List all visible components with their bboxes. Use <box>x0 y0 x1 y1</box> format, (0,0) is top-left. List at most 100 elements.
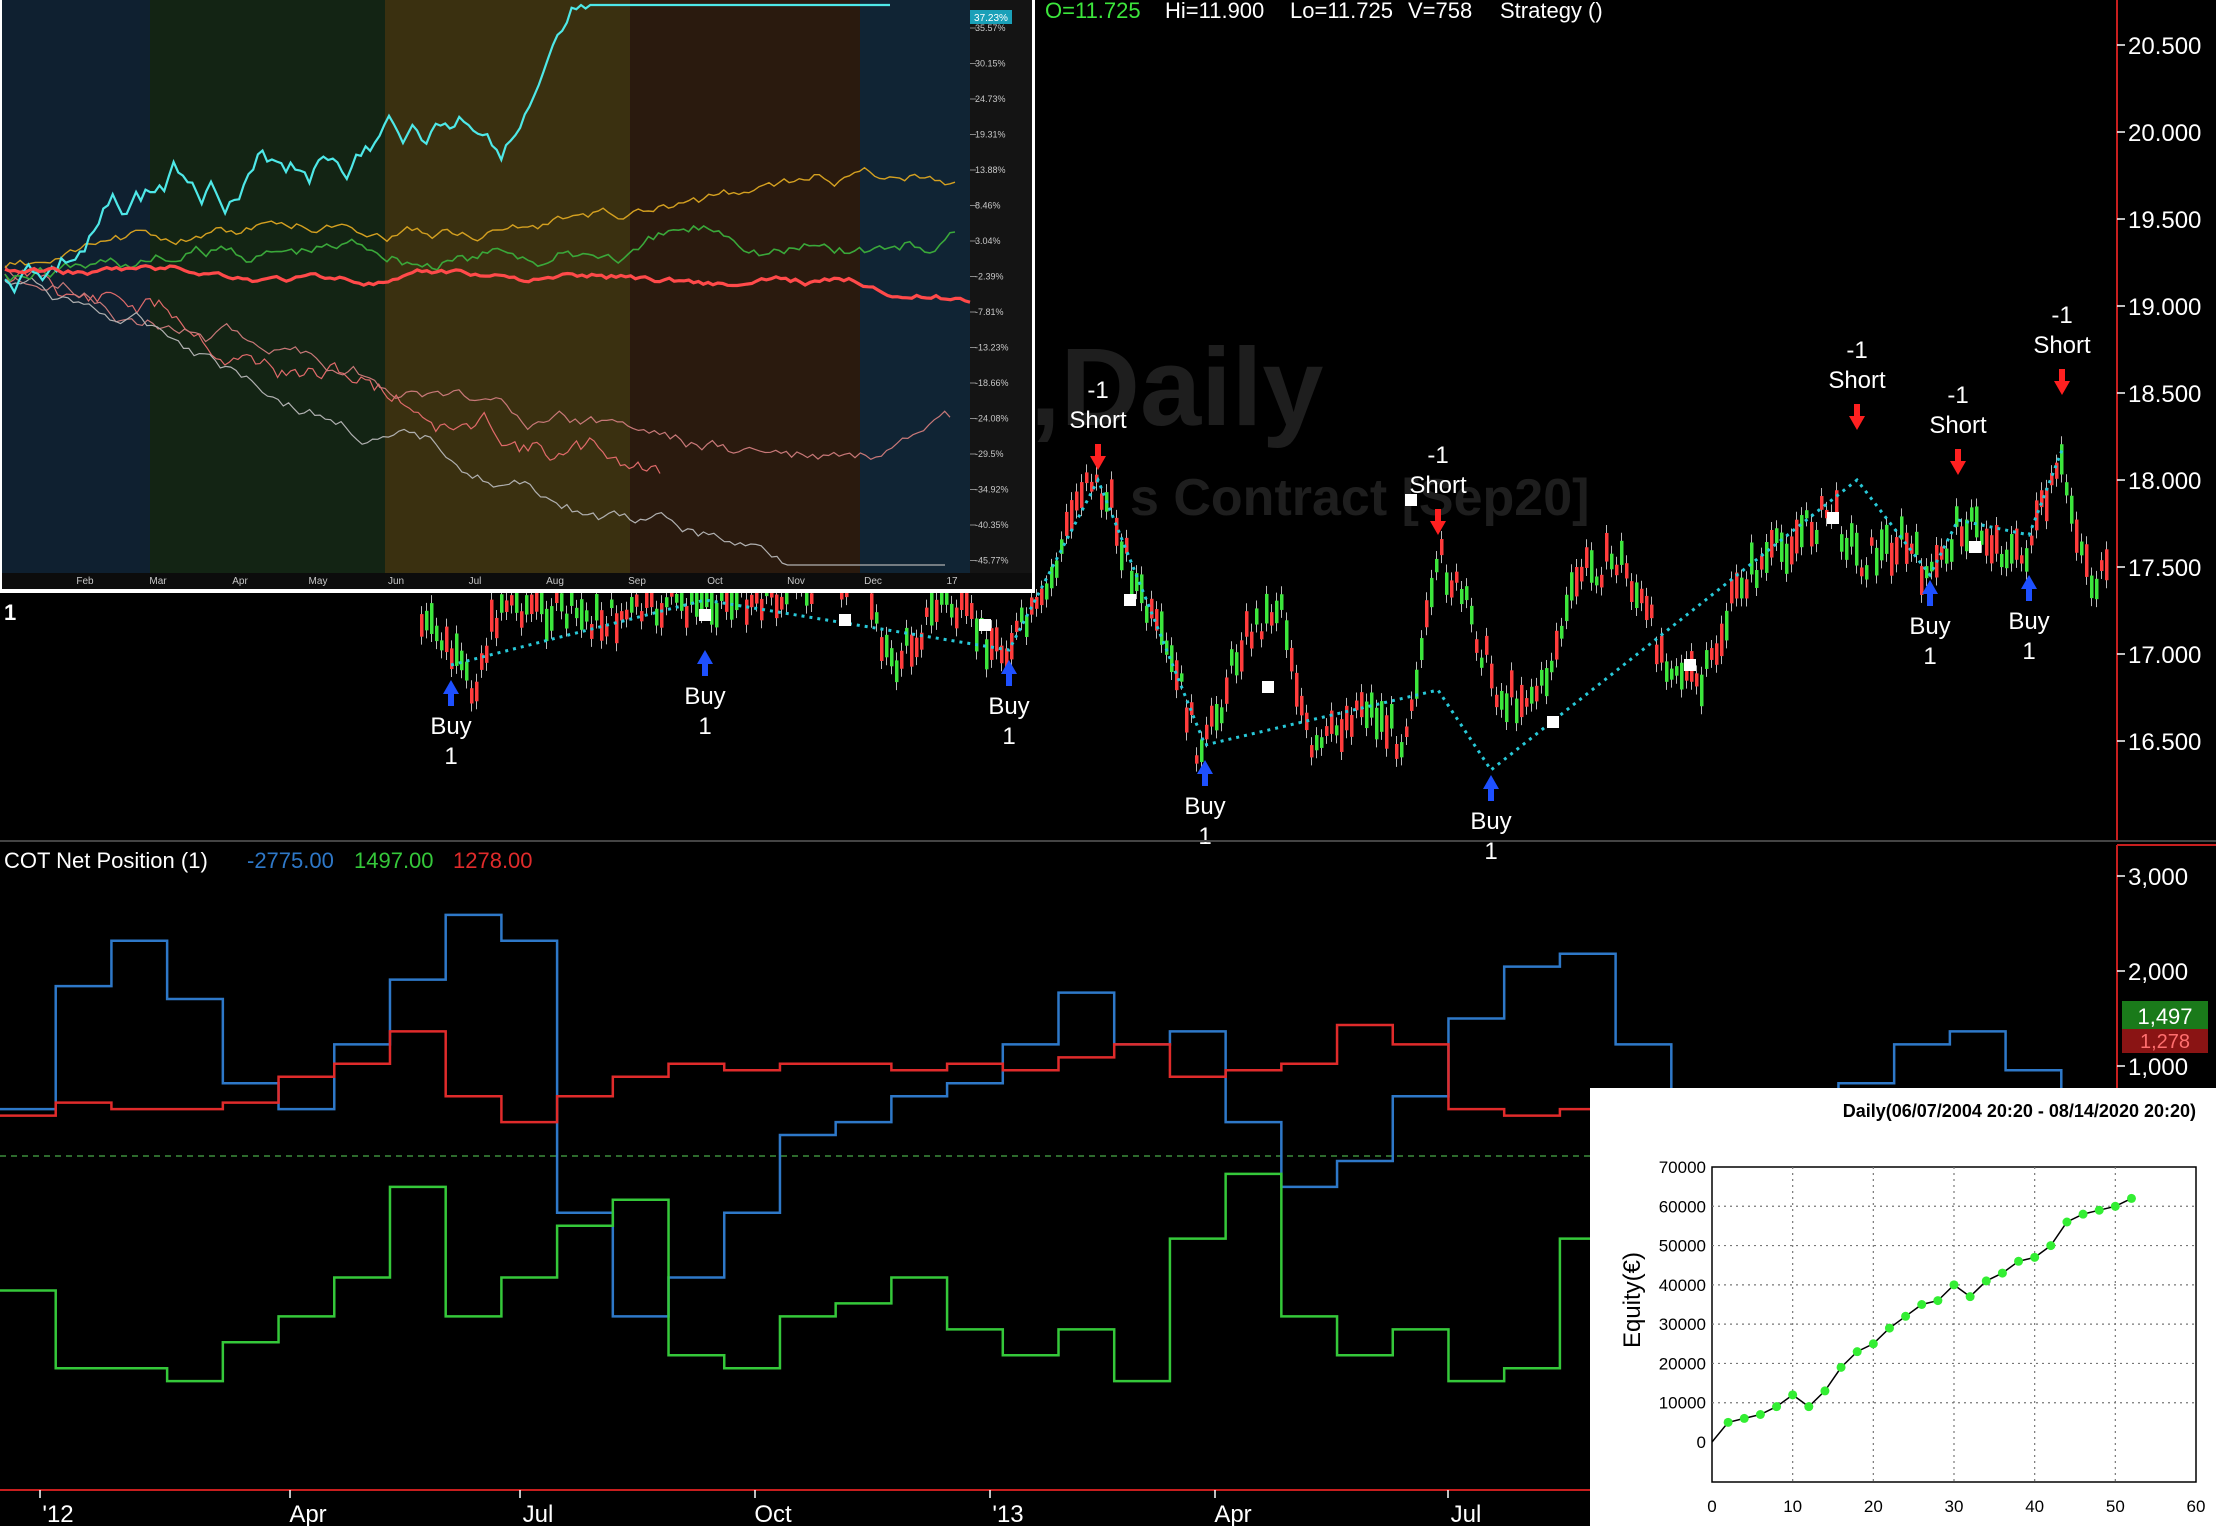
inset-y-axis: 35.57% 30.15% 24.73% 19.31% 13.88% 8.46% 3.04%… <box>970 23 1009 566</box>
candle-body <box>1055 560 1059 578</box>
candle-body <box>1580 566 1584 582</box>
candle-body <box>1765 542 1769 573</box>
inset-y-label: -34.92% <box>975 485 1009 495</box>
candle-body <box>1345 705 1349 731</box>
candle-body <box>780 596 784 610</box>
candle-body <box>1635 582 1639 609</box>
candle-body <box>525 595 529 615</box>
candle-body <box>615 613 619 644</box>
equity-point <box>1981 1276 1991 1286</box>
price-axis[interactable]: 20.500 20.000 19.500 19.000 18.500 18.000 17.5… <box>2117 33 2201 756</box>
inset-y-label: 35.57% <box>975 23 1006 33</box>
short-signal-qty: -1 <box>2051 302 2072 329</box>
candle-body <box>1210 705 1214 727</box>
buy-signal-label: Buy <box>2008 608 2049 635</box>
candle-body <box>1710 648 1714 660</box>
candle-body <box>1525 698 1529 707</box>
candle-body <box>1780 532 1784 562</box>
cot-panel[interactable]: COT Net Position (1) -2775.00 1497.00 12… <box>0 845 2208 1490</box>
candle-body <box>1230 649 1234 666</box>
candle-body <box>1445 572 1449 595</box>
candle-body <box>1410 699 1414 711</box>
cot-axis[interactable]: 3,000 2,000 1,000 <box>2117 864 2188 1081</box>
candle-body <box>1900 516 1904 540</box>
candle-body <box>920 632 924 650</box>
candle-body <box>1560 625 1564 639</box>
candle-body <box>1895 537 1899 565</box>
candle-body <box>475 681 479 702</box>
inset-y-label: 24.73% <box>975 94 1006 104</box>
exit-marker <box>1547 716 1559 728</box>
cot-axis-label: 2,000 <box>2128 959 2188 986</box>
time-axis[interactable]: '12 Apr Jul Oct '13 Apr Jul <box>39 1490 1481 1526</box>
candle-body <box>1090 481 1094 492</box>
equity-point <box>1788 1390 1798 1400</box>
candle-body <box>575 607 579 619</box>
candle-body <box>1400 742 1404 758</box>
candle-body <box>510 595 514 606</box>
candle-body <box>990 628 994 660</box>
cot-blue-value: -2775.00 <box>247 848 334 873</box>
candle-body <box>955 607 959 629</box>
equity-y-tick-label: 30000 <box>1659 1315 1706 1334</box>
inset-y-label: -7.81% <box>975 307 1004 317</box>
buy-arrow-icon <box>443 680 459 706</box>
short-arrow-icon <box>2054 369 2070 395</box>
candle-body <box>1005 648 1009 673</box>
candle-body <box>1430 577 1434 608</box>
buy-signal-label: Buy <box>988 693 1029 720</box>
candle-body <box>420 614 424 637</box>
candle-body <box>1485 635 1489 655</box>
candle-body <box>1270 612 1274 626</box>
candle-body <box>1665 661 1669 682</box>
candle-body <box>530 594 534 615</box>
equity-inset[interactable]: Daily(06/07/2004 20:20 - 08/14/2020 20:2… <box>1590 1088 2216 1526</box>
time-axis-label: Apr <box>289 1501 326 1526</box>
seasonal-inset[interactable]: 37.23% 35.57% 30.15% 24.73% 19.31% 13.88% 8.4… <box>0 0 1035 593</box>
equity-point <box>1852 1347 1862 1357</box>
inset-y-label: 30.15% <box>975 59 1006 69</box>
inset-gray-line <box>4 276 945 566</box>
candle-body <box>2045 487 2049 522</box>
candle-body <box>1030 597 1034 615</box>
candle-body <box>560 593 564 612</box>
cot-green-value: 1497.00 <box>354 848 434 873</box>
candle-body <box>885 634 889 658</box>
buy-signal-label: Buy <box>1470 808 1511 835</box>
candle-body <box>1625 563 1629 579</box>
candle-body <box>2010 533 2014 564</box>
candle-body <box>1715 643 1719 665</box>
candle-body <box>1660 635 1664 663</box>
equity-x-tick-label: 0 <box>1707 1497 1716 1516</box>
cot-axis-label: 1,000 <box>2128 1054 2188 1081</box>
candle-body <box>1535 685 1539 702</box>
short-signal-label: Short <box>1409 472 1467 499</box>
candle-body <box>585 610 589 622</box>
candle-body <box>1790 536 1794 565</box>
candle-body <box>905 627 909 646</box>
inset-series <box>4 3 971 566</box>
candle-body <box>1760 555 1764 570</box>
candle-body <box>1350 715 1354 737</box>
price-axis-label: 20.500 <box>2128 33 2201 60</box>
equity-ylabel: Equity(€) <box>1619 1252 1646 1348</box>
candle-body <box>735 579 739 611</box>
short-signal-qty: -1 <box>1947 382 1968 409</box>
cot-title: COT Net Position (1) <box>4 848 208 873</box>
candle-body <box>1960 526 1964 547</box>
inset-x-label: Sep <box>628 576 646 587</box>
equity-point <box>1820 1386 1830 1396</box>
candle-body <box>915 637 919 658</box>
equity-point <box>2126 1193 2136 1203</box>
candle-body <box>1995 525 1999 554</box>
candle-body <box>1730 579 1734 604</box>
short-signal-qty: -1 <box>1087 377 1108 404</box>
exit-marker <box>1405 494 1417 506</box>
candle-body <box>565 613 569 629</box>
candle-body <box>750 594 754 608</box>
candle-body <box>570 588 574 606</box>
exit-marker <box>1969 541 1981 553</box>
cot-green-badge <box>2122 1001 2208 1029</box>
cot-red-value: 1278.00 <box>453 848 533 873</box>
candle-body <box>470 688 474 704</box>
